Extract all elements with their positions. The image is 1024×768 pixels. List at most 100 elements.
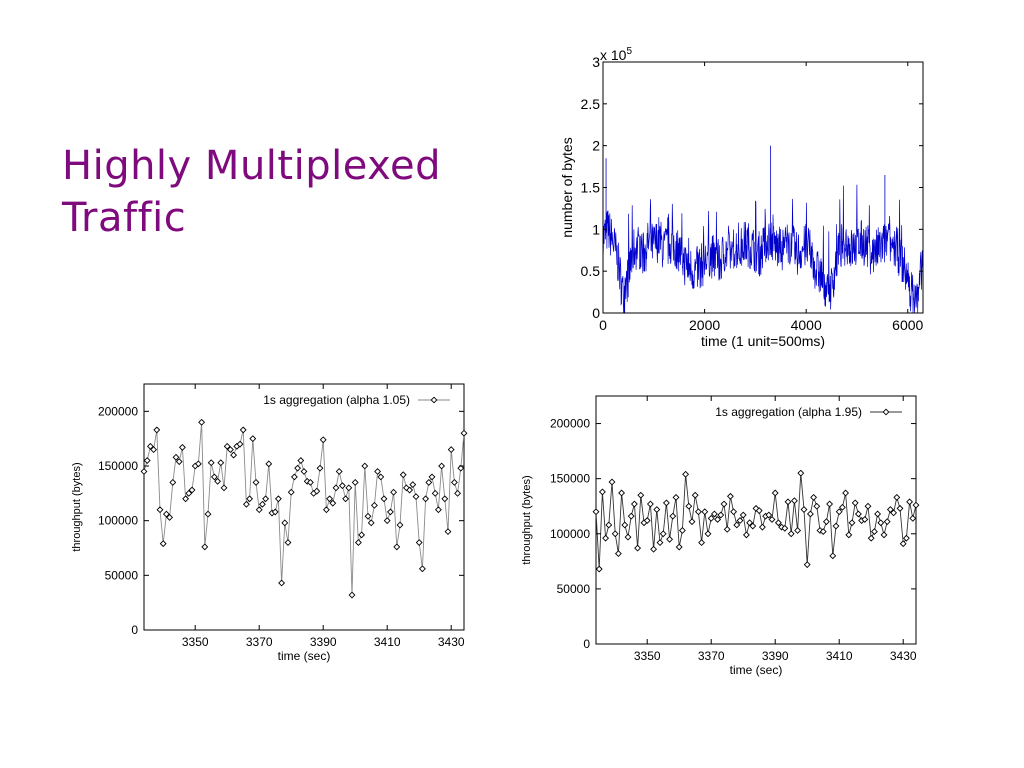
- data-point: [338, 482, 346, 490]
- x-axis-label: time (1 unit=500ms): [701, 333, 825, 349]
- data-point: [710, 510, 718, 518]
- data-point: [899, 540, 907, 548]
- data-point: [906, 498, 914, 506]
- x-tick-label: 3430: [438, 635, 465, 649]
- data-point: [223, 442, 231, 450]
- data-point: [787, 530, 795, 538]
- data-point: [883, 518, 891, 526]
- slide-title: Highly Multiplexed Traffic: [62, 140, 441, 244]
- data-point: [380, 495, 388, 503]
- data-point: [822, 518, 830, 526]
- data-point: [169, 478, 177, 486]
- data-point: [829, 552, 837, 560]
- data-point: [717, 511, 725, 519]
- x-tick-label: 3430: [890, 649, 917, 663]
- data-point: [659, 530, 667, 538]
- data-point: [650, 545, 658, 553]
- data-point: [425, 478, 433, 486]
- data-point: [185, 489, 193, 497]
- data-point: [854, 510, 862, 518]
- y-tick-label: 1: [592, 221, 600, 237]
- data-point: [406, 486, 414, 494]
- data-point: [242, 500, 250, 508]
- x-tick-label: 3390: [762, 649, 789, 663]
- data-point: [902, 534, 910, 542]
- bytes-series-line: [602, 184, 924, 314]
- data-point: [893, 493, 901, 501]
- x-tick-label: 3370: [246, 635, 273, 649]
- data-point: [890, 509, 898, 517]
- data-point: [326, 495, 334, 503]
- data-point: [290, 473, 298, 481]
- x-tick-label: 3370: [698, 649, 725, 663]
- y-tick-label: 100000: [550, 527, 590, 541]
- data-point: [861, 516, 869, 523]
- data-point: [441, 495, 449, 503]
- data-point: [367, 519, 375, 527]
- data-point: [726, 492, 734, 500]
- data-point: [159, 540, 167, 548]
- data-point: [880, 531, 888, 539]
- data-point: [313, 487, 321, 495]
- data-point: [877, 519, 885, 527]
- y-tick-label: 100000: [98, 514, 138, 528]
- data-point: [383, 517, 391, 525]
- data-point: [630, 500, 638, 508]
- data-point: [707, 514, 715, 522]
- data-point: [774, 519, 782, 527]
- y-tick-label: 50000: [557, 582, 591, 596]
- data-point: [396, 521, 404, 529]
- y-axis-multiplier: x 105: [600, 46, 632, 63]
- data-point: [450, 478, 458, 486]
- data-point: [896, 504, 904, 512]
- data-point: [794, 527, 802, 534]
- y-axis-label: throughput (bytes): [521, 475, 533, 564]
- x-axis-label: time (sec): [730, 663, 783, 677]
- data-point: [704, 530, 712, 538]
- data-point: [845, 531, 853, 539]
- x-tick-label: 2000: [689, 317, 720, 333]
- data-point: [912, 501, 920, 509]
- y-tick-label: 0: [131, 623, 138, 637]
- data-point: [255, 506, 263, 514]
- data-point: [258, 500, 266, 508]
- data-point: [739, 511, 747, 519]
- y-tick-label: 0: [583, 637, 590, 651]
- throughput-chart-alpha-1-95: 0 50000 100000 150000 200000 3350 3370 3390 3410…: [521, 395, 920, 677]
- data-point: [646, 500, 654, 508]
- data-point: [281, 519, 289, 527]
- x-tick-label: 3390: [310, 635, 337, 649]
- data-point: [460, 429, 468, 437]
- data-point: [178, 443, 186, 451]
- data-point: [723, 525, 731, 533]
- data-point: [287, 488, 295, 496]
- data-point: [438, 462, 446, 470]
- data-point: [838, 503, 846, 511]
- data-point: [595, 565, 603, 573]
- data-point: [701, 508, 709, 516]
- data-point: [730, 508, 738, 516]
- data-point: [274, 495, 282, 503]
- y-tick-label: 200000: [98, 404, 138, 418]
- y-tick-label: 200000: [550, 417, 590, 431]
- y-axis-label: throughput (bytes): [71, 462, 83, 551]
- data-point: [733, 521, 741, 529]
- data-point: [675, 543, 683, 551]
- data-point: [755, 507, 763, 515]
- data-point: [201, 543, 209, 551]
- data-point: [175, 458, 183, 466]
- y-tick-label: 0: [592, 305, 600, 321]
- throughput-chart-alpha-1-05: 0 50000 100000 150000 200000 3350 3370 3390 3410…: [71, 383, 468, 663]
- data-point: [402, 484, 410, 492]
- data-point: [771, 489, 779, 497]
- data-point: [329, 499, 337, 507]
- data-point: [624, 533, 632, 541]
- data-point: [698, 539, 706, 547]
- data-point: [784, 498, 792, 506]
- data-point: [781, 524, 789, 532]
- data-point: [351, 478, 359, 486]
- data-point: [166, 513, 174, 521]
- legend-marker: [882, 408, 890, 416]
- data-point: [399, 471, 407, 479]
- data-point: [412, 493, 420, 501]
